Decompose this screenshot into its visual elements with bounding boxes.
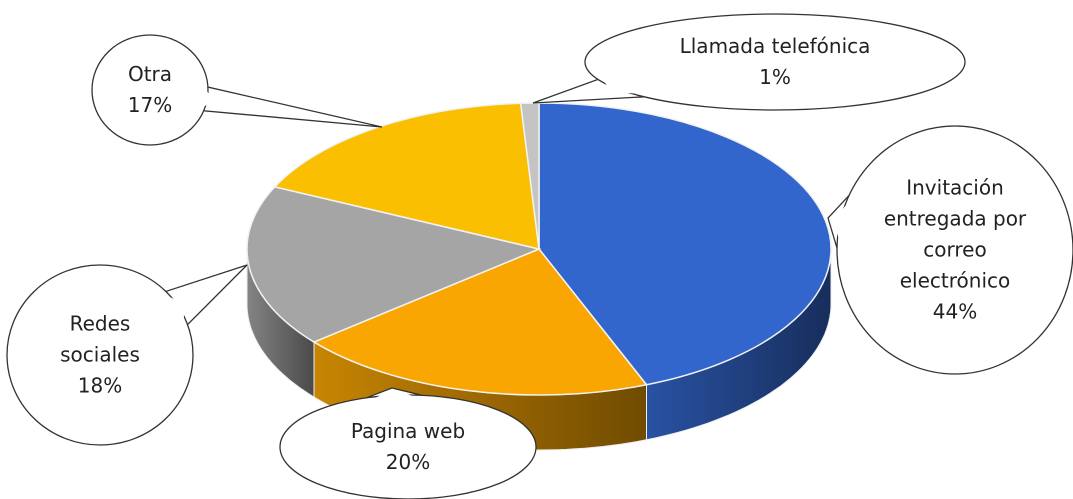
slice	[246, 186, 542, 343]
value-label: 20%	[385, 450, 431, 474]
value-label: 44%	[932, 299, 978, 324]
data-label: Pagina web 20%	[298, 416, 518, 478]
category-label: Redes sociales	[60, 311, 140, 367]
callout-joint	[369, 389, 420, 401]
value-label: 17%	[127, 93, 173, 117]
data-label: Redes sociales 18%	[45, 309, 155, 402]
category-label: Otra	[127, 62, 173, 86]
value-label: 1%	[759, 65, 791, 89]
callout-joint	[602, 79, 644, 94]
category-label: Pagina web	[350, 419, 466, 443]
callout-bubble	[584, 13, 966, 111]
category-label: Invitación entregada por correo electrón…	[883, 175, 1027, 293]
data-label: Invitación entregada por correo electrón…	[880, 173, 1030, 328]
callout-tail	[202, 86, 383, 128]
slice	[538, 102, 832, 386]
category-label: Llamada telefónica	[679, 34, 871, 58]
callout-joint	[834, 198, 851, 246]
slice	[273, 102, 540, 250]
callout-joint	[164, 294, 185, 325]
value-label: 18%	[77, 373, 123, 398]
slice	[312, 248, 648, 396]
data-label: Otra 17%	[105, 59, 195, 121]
callout-bubble	[91, 34, 209, 146]
callout-joint	[201, 88, 214, 109]
callout-bubble	[6, 264, 194, 446]
callout-bubble	[836, 125, 1073, 375]
data-label: Llamada telefónica 1%	[615, 31, 935, 93]
